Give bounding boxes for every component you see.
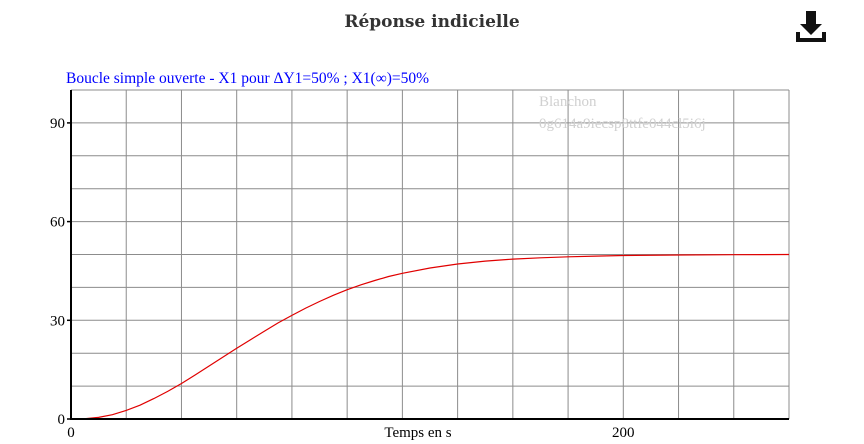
watermark-code: 0g614a9iecsp8ttfe044cl5i6j	[539, 116, 706, 132]
tick-labels: 0 30 60 90 0 200	[50, 116, 635, 441]
page-title: Réponse indicielle	[344, 12, 520, 32]
x-tick-label: 200	[612, 425, 635, 441]
download-button[interactable]	[792, 8, 830, 46]
series-line	[70, 253, 790, 420]
download-icon	[796, 11, 826, 42]
chart-subtitle: Boucle simple ouverte - X1 pour ΔY1=50% …	[66, 70, 429, 87]
x-tick-label: 0	[67, 425, 75, 441]
y-tick-label: 30	[50, 313, 65, 329]
y-tick-label: 90	[50, 116, 65, 132]
watermark-name: Blanchon	[539, 94, 597, 110]
y-tick-label: 60	[50, 215, 65, 231]
x-axis-label: Temps en s	[384, 425, 451, 441]
y-tick-label: 0	[58, 412, 66, 428]
series-group	[70, 253, 790, 420]
